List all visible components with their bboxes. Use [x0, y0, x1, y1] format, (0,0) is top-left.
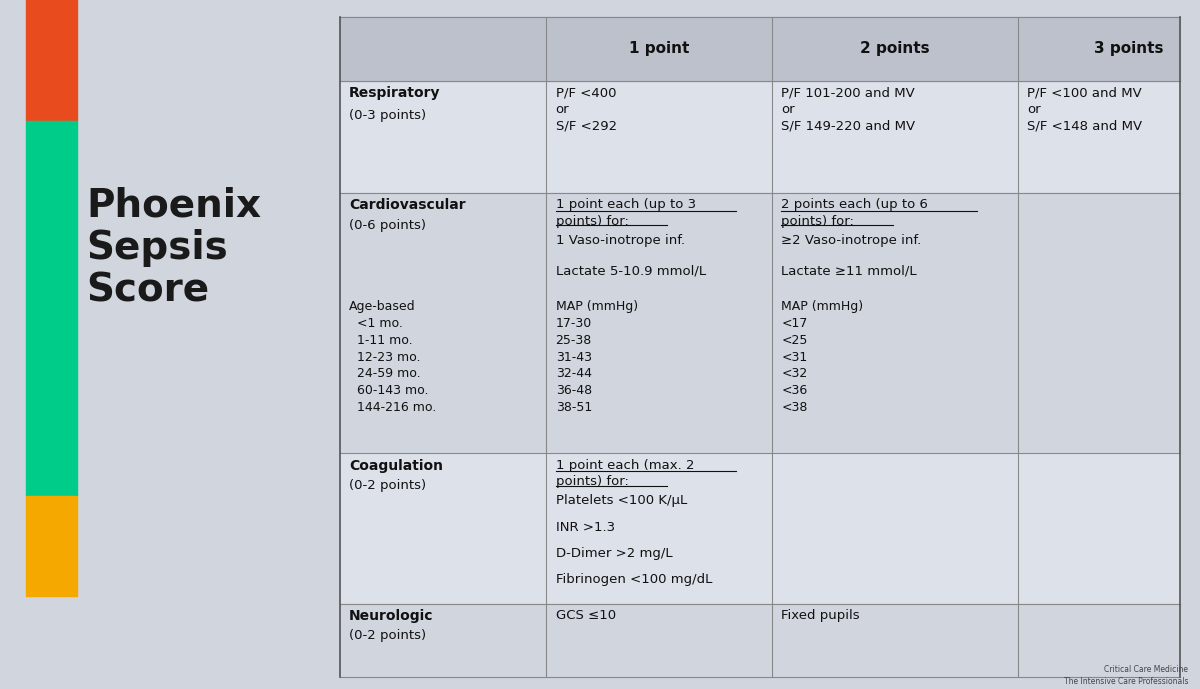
Text: (0-6 points): (0-6 points): [349, 219, 426, 232]
Text: INR >1.3: INR >1.3: [556, 521, 614, 533]
Bar: [26, 0, 77, 121]
Text: P/F <400
or
S/F <292: P/F <400 or S/F <292: [556, 86, 617, 133]
Text: ≥2 Vaso-inotrope inf.: ≥2 Vaso-inotrope inf.: [781, 234, 922, 247]
Text: Age-based
  <1 mo.
  1-11 mo.
  12-23 mo.
  24-59 mo.
  60-143 mo.
  144-216 mo.: Age-based <1 mo. 1-11 mo. 12-23 mo. 24-5…: [349, 300, 437, 414]
Text: Respiratory: Respiratory: [349, 86, 440, 100]
Bar: [26, 496, 77, 596]
Text: P/F 101-200 and MV
or
S/F 149-220 and MV: P/F 101-200 and MV or S/F 149-220 and MV: [781, 86, 916, 133]
Bar: [340, 604, 1180, 677]
Text: 2 points each (up to 6
points) for:: 2 points each (up to 6 points) for:: [781, 198, 928, 228]
Bar: [26, 121, 77, 496]
Text: 3 points: 3 points: [1094, 41, 1163, 56]
Bar: [340, 453, 1180, 604]
Text: MAP (mmHg)
17-30
25-38
31-43
32-44
36-48
38-51: MAP (mmHg) 17-30 25-38 31-43 32-44 36-48…: [556, 300, 637, 414]
Text: 2 points: 2 points: [859, 41, 930, 56]
Text: Lactate 5-10.9 mmol/L: Lactate 5-10.9 mmol/L: [556, 265, 706, 277]
Text: 1 point each (up to 3
points) for:: 1 point each (up to 3 points) for:: [556, 198, 696, 228]
Text: 1 point each (max. 2
points) for:: 1 point each (max. 2 points) for:: [556, 459, 694, 489]
Text: (0-3 points): (0-3 points): [349, 109, 426, 122]
Text: 1 point: 1 point: [629, 41, 689, 56]
Text: Phoenix
Sepsis
Score: Phoenix Sepsis Score: [86, 186, 262, 309]
Text: GCS ≤10: GCS ≤10: [556, 609, 616, 622]
Text: P/F <100 and MV
or
S/F <148 and MV: P/F <100 and MV or S/F <148 and MV: [1027, 86, 1142, 133]
Text: Fixed pupils: Fixed pupils: [781, 609, 860, 622]
Text: MAP (mmHg)
<17
<25
<31
<32
<36
<38: MAP (mmHg) <17 <25 <31 <32 <36 <38: [781, 300, 863, 414]
Text: (0-2 points): (0-2 points): [349, 628, 426, 641]
Text: D-Dimer >2 mg/L: D-Dimer >2 mg/L: [556, 547, 672, 559]
Bar: [340, 81, 1180, 193]
Text: 1 Vaso-inotrope inf.: 1 Vaso-inotrope inf.: [556, 234, 685, 247]
Text: (0-2 points): (0-2 points): [349, 480, 426, 492]
Text: Cardiovascular: Cardiovascular: [349, 198, 466, 212]
Text: Coagulation: Coagulation: [349, 459, 443, 473]
Bar: [340, 193, 1180, 453]
Text: Neurologic: Neurologic: [349, 609, 433, 624]
Bar: [340, 17, 1180, 81]
Text: Platelets <100 K/μL: Platelets <100 K/μL: [556, 495, 686, 507]
Text: Fibrinogen <100 mg/dL: Fibrinogen <100 mg/dL: [556, 573, 712, 586]
Text: Critical Care Medicine
The Intensive Care Professionals: Critical Care Medicine The Intensive Car…: [1063, 666, 1188, 686]
Text: Lactate ≥11 mmol/L: Lactate ≥11 mmol/L: [781, 265, 917, 277]
